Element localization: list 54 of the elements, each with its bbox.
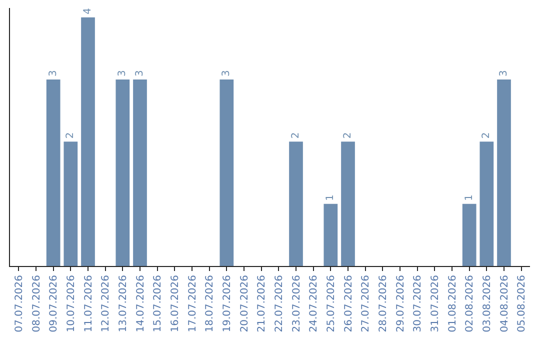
bar <box>64 142 78 266</box>
x-tick-label: 19.07.2026 <box>222 275 233 332</box>
data-label: 2 <box>290 132 302 139</box>
x-tick-label: 15.07.2026 <box>152 275 164 332</box>
x-tick-label: 17.07.2026 <box>187 275 198 332</box>
bar <box>341 142 355 266</box>
data-label: 2 <box>342 132 354 139</box>
x-tick-label: 08.07.2026 <box>31 275 42 332</box>
x-tick-label: 27.07.2026 <box>360 275 372 332</box>
data-label: 1 <box>464 194 475 201</box>
x-tick-label: 26.07.2026 <box>343 275 354 332</box>
bar <box>46 79 60 266</box>
x-tick-label: 09.07.2026 <box>48 275 60 332</box>
bar <box>133 79 147 266</box>
x-tick-label: 12.07.2026 <box>100 275 112 332</box>
x-tick-label: 03.08.2026 <box>482 275 493 332</box>
bar <box>324 204 338 266</box>
bar <box>480 142 494 266</box>
x-tick-label: 28.07.2026 <box>378 275 389 332</box>
x-tick-label: 07.07.2026 <box>14 275 25 332</box>
data-label: 3 <box>134 70 146 76</box>
x-tick-label: 04.08.2026 <box>499 275 510 332</box>
x-tick-label: 21.07.2026 <box>256 275 268 332</box>
data-label: 3 <box>117 70 128 76</box>
x-tick-label: 11.07.2026 <box>83 275 94 332</box>
x-tick-label: 02.08.2026 <box>464 275 476 332</box>
bar <box>497 79 511 266</box>
x-tick-label: 10.07.2026 <box>66 275 77 332</box>
data-label: 2 <box>65 132 76 139</box>
x-tick-label: 30.07.2026 <box>412 275 424 332</box>
data-label: 4 <box>82 8 94 14</box>
bar <box>81 17 95 266</box>
x-tick-label: 22.07.2026 <box>274 275 285 332</box>
x-tick-label: 20.07.2026 <box>239 275 250 332</box>
x-tick-label: 14.07.2026 <box>135 275 146 332</box>
x-tick-label: 24.07.2026 <box>308 275 320 332</box>
bar <box>220 79 234 266</box>
data-label: 3 <box>221 70 232 76</box>
x-tick-label: 05.08.2026 <box>516 275 528 332</box>
data-label: 3 <box>48 70 59 76</box>
x-tick-label: 13.07.2026 <box>118 275 129 332</box>
x-tick-label: 01.08.2026 <box>447 275 458 332</box>
data-label: 2 <box>481 132 492 139</box>
x-tick-label: 18.07.2026 <box>204 275 216 332</box>
bar <box>116 79 130 266</box>
x-tick-label: 31.07.2026 <box>430 275 441 332</box>
bar <box>462 204 476 266</box>
bar <box>289 142 303 266</box>
x-tick-label: 23.07.2026 <box>291 275 302 332</box>
x-tick-label: 16.07.2026 <box>170 275 181 332</box>
data-label: 3 <box>498 70 510 76</box>
x-tick-label: 25.07.2026 <box>326 275 337 332</box>
data-label: 1 <box>325 194 336 201</box>
x-tick-label: 29.07.2026 <box>395 275 406 332</box>
